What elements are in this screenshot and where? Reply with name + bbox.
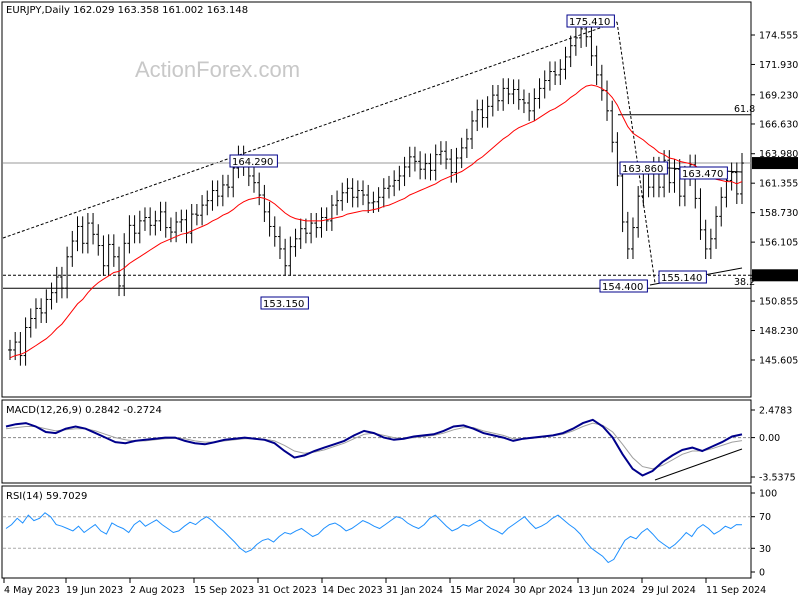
macd-tick-label: 2.4783	[759, 406, 792, 417]
x-tick-label: 13 Jun 2024	[578, 585, 635, 596]
macd-tick-label: 0.00	[759, 433, 780, 444]
watermark: ActionForex.com	[135, 57, 300, 82]
macd-divergence-line	[654, 448, 743, 481]
price-tick-label: 163.980	[759, 149, 798, 160]
x-tick-label: 29 Jul 2024	[642, 585, 696, 596]
x-axis: 4 May 2023 19 Jun 2023 2 Aug 2023 15 Sep 20…	[3, 578, 766, 596]
price-tick-label: 158.730	[759, 208, 798, 219]
annotation-box	[260, 296, 309, 310]
x-tick-label: 31 Oct 2023	[258, 585, 317, 596]
annotation-box	[619, 161, 668, 175]
x-tick-label: 2 Aug 2023	[130, 585, 185, 596]
trend-line	[2, 21, 618, 239]
annotation-label: 154.400	[602, 282, 643, 293]
rsi-tick-label: 70	[759, 512, 771, 523]
price-tag-box	[752, 269, 798, 282]
macd-y-axis: 2.4783 0.00 -3.5375	[751, 406, 796, 484]
rsi-panel: RSI(14) 59.7029 100 70 30 0	[1, 485, 777, 579]
macd-tick-label: -3.5375	[759, 473, 796, 484]
annotation-box	[229, 154, 278, 168]
moving-average-line	[9, 84, 743, 359]
price-tag-label: 163.148	[755, 159, 794, 170]
annotation-box	[566, 14, 615, 28]
rsi-y-axis: 100 70 30 0	[751, 489, 777, 579]
rsi-tick-label: 0	[759, 568, 765, 579]
price-tick-label: 171.930	[759, 60, 798, 71]
price-tick-label: 166.630	[759, 119, 798, 130]
annotation-label: 155.140	[661, 273, 702, 284]
price-tags: 163.148 153.150	[752, 157, 798, 282]
price-tag-label: 153.150	[755, 271, 794, 282]
rsi-line	[5, 512, 743, 564]
fib-38-label: 38.2	[734, 277, 755, 288]
price-tick-label: 174.555	[759, 31, 798, 42]
symbol-header: EURJPY,Daily 162.029 163.358 161.002 163…	[6, 5, 248, 16]
price-tick-label: 161.355	[759, 179, 798, 190]
fib-61-label: 61.8	[734, 104, 755, 115]
price-tick-label: 145.605	[759, 356, 798, 367]
price-tick-label: 169.230	[759, 90, 798, 101]
price-annotations: 175.410 164.290 153.150 163.860 163.470 154.4…	[229, 14, 728, 310]
macd-panel: MACD(12,26,9) 0.2842 -0.2724 2.4783 0.00 -…	[1, 399, 796, 484]
rsi-tick-label: 30	[759, 544, 771, 555]
price-tick-label: 148.230	[759, 326, 798, 337]
price-tag-box	[752, 157, 798, 170]
rsi-title: RSI(14) 59.7029	[6, 491, 87, 502]
annotation-box	[658, 270, 707, 284]
annotation-label: 175.410	[569, 17, 610, 28]
price-tick-label: 150.855	[759, 297, 798, 308]
price-series	[8, 18, 744, 366]
x-tick-label: 4 May 2023	[4, 585, 60, 596]
annotation-box	[599, 279, 648, 293]
annotation-label: 153.150	[263, 299, 304, 310]
x-tick-label: 15 Mar 2024	[450, 585, 510, 596]
annotation-label: 163.860	[622, 164, 663, 175]
annotation-box	[679, 166, 728, 180]
x-tick-label: 14 Dec 2023	[322, 585, 383, 596]
macd-line	[5, 418, 743, 477]
macd-title: MACD(12,26,9) 0.2842 -0.2724	[6, 405, 162, 416]
drop-line	[616, 21, 656, 284]
macd-series	[3, 418, 751, 481]
x-tick-label: 31 Jan 2024	[386, 585, 443, 596]
rsi-tick-label: 100	[759, 489, 777, 500]
x-tick-label: 19 Jun 2023	[66, 585, 123, 596]
x-tick-label: 11 Sep 2024	[706, 585, 766, 596]
x-tick-label: 15 Sep 2023	[194, 585, 254, 596]
x-tick-label: 30 Apr 2024	[514, 585, 573, 596]
annotation-label: 163.470	[682, 169, 723, 180]
price-tick-label: 156.105	[759, 238, 798, 249]
annotation-label: 164.290	[232, 157, 273, 168]
rsi-series	[3, 512, 751, 564]
